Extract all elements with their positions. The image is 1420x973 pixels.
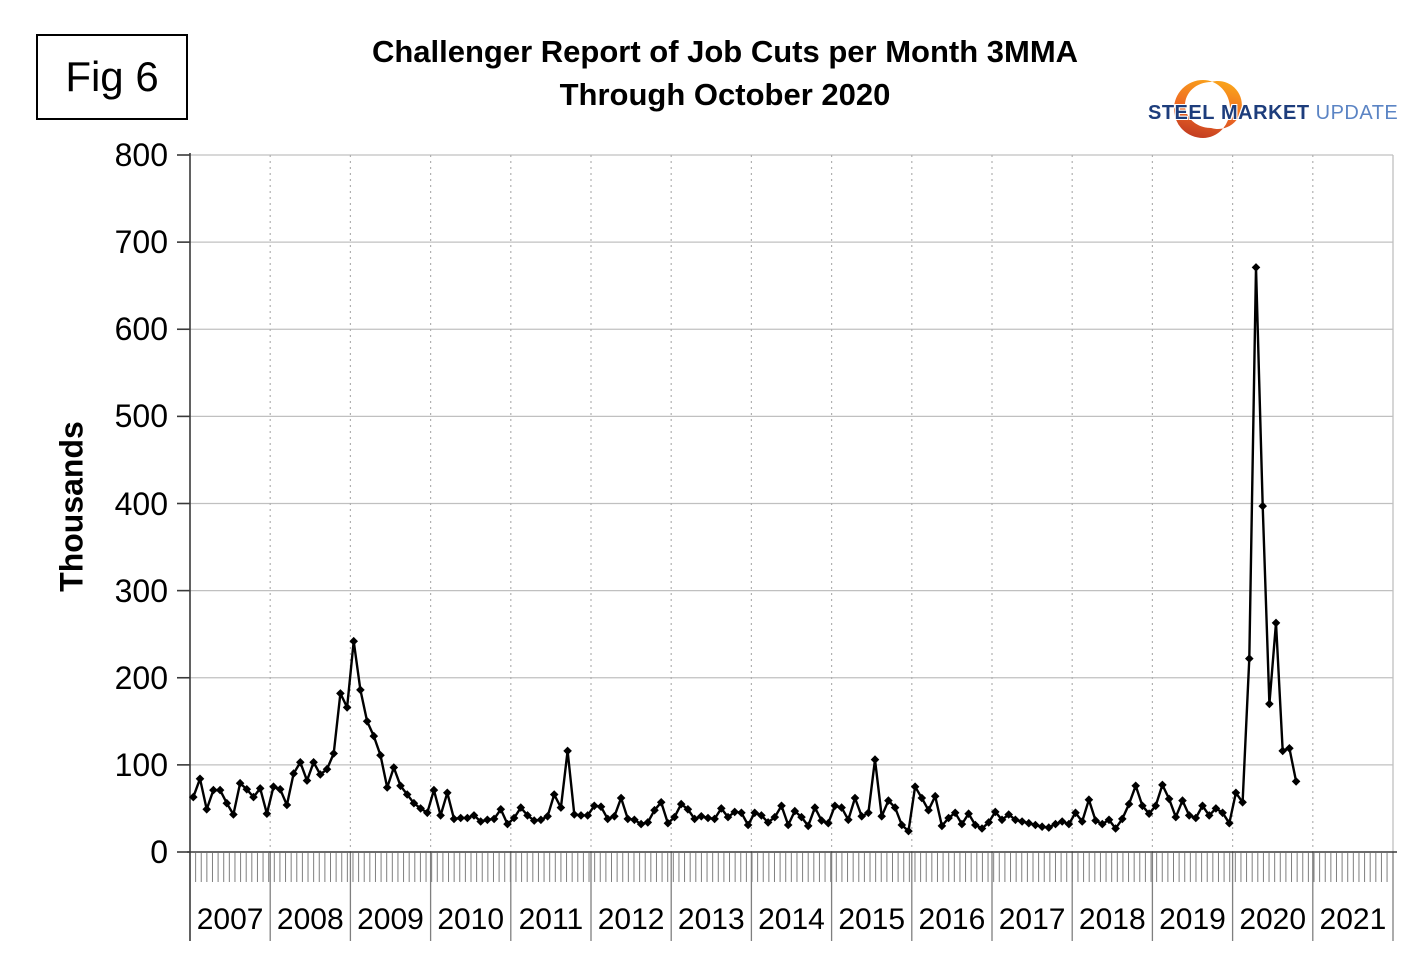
y-tick-label: 100 (114, 746, 168, 783)
x-year-label: 2020 (1239, 903, 1307, 936)
x-year-label: 2021 (1319, 903, 1387, 936)
y-tick-label: 300 (114, 572, 168, 609)
axes (187, 153, 1397, 941)
x-year-label: 2019 (1159, 903, 1226, 936)
chart-title: Challenger Report of Job Cuts per Month … (190, 30, 1260, 116)
figure-number-box: Fig 6 (36, 34, 188, 120)
chart-title-line2: Through October 2020 (559, 77, 891, 112)
h-gridlines (190, 154, 1394, 852)
data-point-markers (189, 263, 1301, 836)
data-series (189, 263, 1301, 836)
smu-logo: STEEL MARKET UPDATE (1148, 78, 1398, 144)
x-year-label: 2009 (357, 903, 424, 936)
minor-tick-comb (195, 853, 1388, 882)
y-tick-label: 700 (114, 224, 168, 261)
x-year-label: 2016 (918, 903, 986, 936)
smu-logo-market: MARKET (1221, 102, 1310, 124)
y-tick-label: 400 (114, 485, 168, 522)
x-year-label: 2007 (196, 903, 264, 936)
y-tick-label: 800 (114, 137, 168, 173)
figure-number-label: Fig 6 (65, 53, 159, 100)
x-year-label: 2015 (838, 903, 906, 936)
x-year-label: 2011 (518, 903, 584, 936)
smu-logo-update: UPDATE (1315, 102, 1399, 124)
smu-logo-text: STEEL MARKET UPDATE (1148, 102, 1398, 125)
smu-logo-steel: STEEL (1148, 102, 1215, 124)
v-gridlines (269, 155, 1314, 852)
x-year-label: 2010 (437, 903, 505, 936)
y-ticks (177, 154, 190, 853)
y-tick-label: 200 (114, 659, 168, 696)
x-year-label: 2014 (758, 903, 825, 936)
x-year-label: 2018 (1078, 903, 1146, 936)
smu-crescent-icon (1173, 80, 1242, 138)
chart-title-line1: Challenger Report of Job Cuts per Month … (371, 34, 1079, 69)
y-tick-label: 600 (114, 311, 168, 348)
y-tick-label: 500 (114, 398, 168, 435)
x-year-label: 2008 (276, 903, 344, 936)
y-tick-label: 0 (150, 834, 168, 870)
x-year-label: 2012 (597, 903, 665, 936)
year-separators (269, 852, 1394, 941)
x-year-label: 2017 (998, 903, 1066, 936)
x-year-label: 2013 (677, 903, 745, 936)
